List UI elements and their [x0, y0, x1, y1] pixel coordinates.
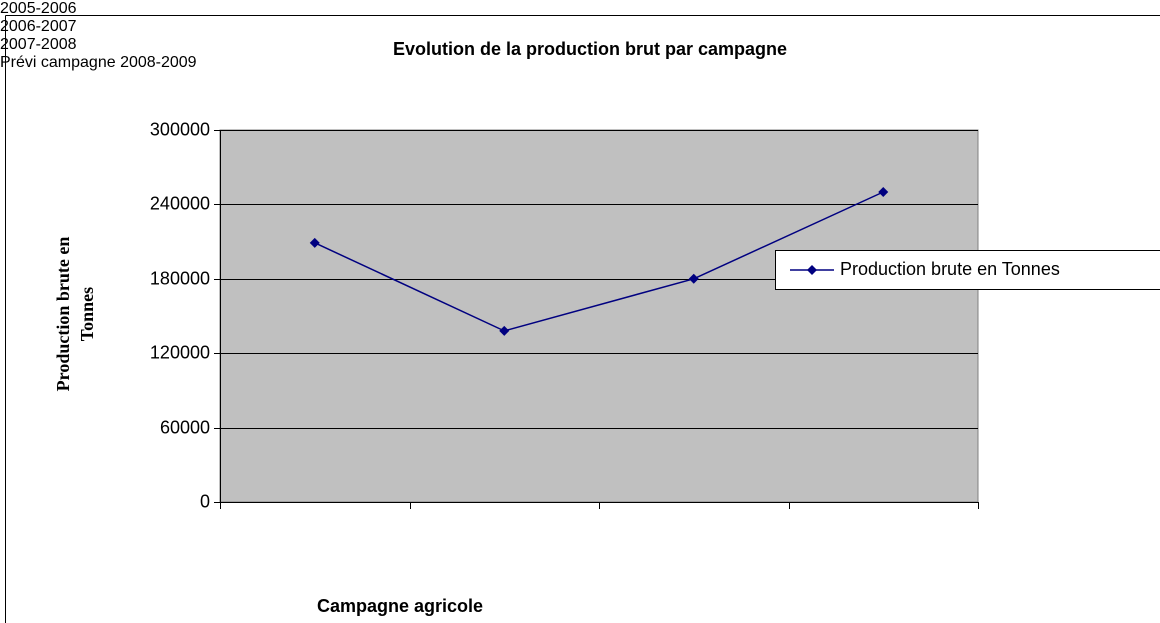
y-tick-label: 300000 — [150, 119, 210, 139]
y-tick-label: 120000 — [150, 342, 210, 362]
data-point — [309, 237, 320, 248]
y-axis-title: Production brute en Tonnes — [53, 236, 97, 392]
y-tick-label: 180000 — [150, 268, 210, 288]
data-point — [878, 187, 889, 197]
y-tick-label: 60000 — [160, 417, 210, 437]
legend-marker — [807, 265, 817, 275]
legend-box — [775, 250, 1160, 290]
plot-area — [219, 129, 979, 503]
legend-label: Production brute en Tonnes — [840, 259, 1060, 279]
x-axis-title: Campagne agricole — [317, 596, 483, 616]
x-tick-label: Prévi campagne 2008-2009 — [0, 54, 197, 71]
y-tick-label: 240000 — [150, 193, 210, 213]
x-tick-label: 2007-2008 — [0, 36, 77, 53]
x-tick-label: 2006-2007 — [0, 18, 77, 35]
x-tick-label: 2005-2006 — [0, 0, 77, 17]
data-point — [688, 273, 699, 284]
y-tick-label: 0 — [200, 491, 210, 511]
chart-title: Evolution de la production brut par camp… — [393, 39, 787, 59]
data-point — [499, 325, 510, 336]
data-line — [314, 191, 884, 332]
